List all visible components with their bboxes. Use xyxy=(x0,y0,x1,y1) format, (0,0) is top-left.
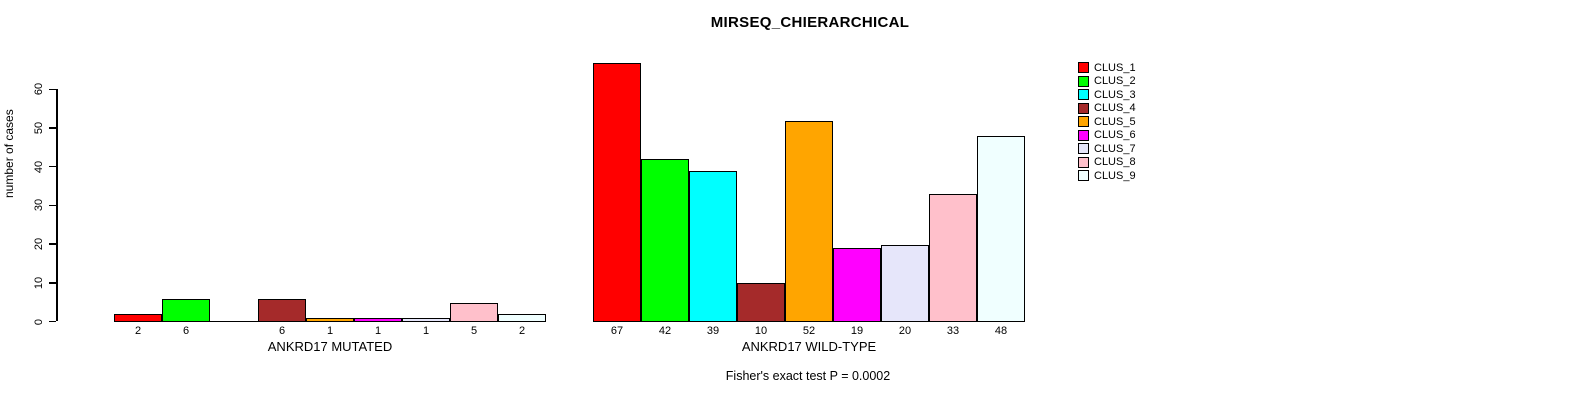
bar-clus_5 xyxy=(306,317,354,322)
legend-row: CLUS_8 xyxy=(1078,156,1136,170)
y-tick xyxy=(49,320,56,323)
legend-swatch xyxy=(1078,156,1089,168)
bar-value-label: 42 xyxy=(658,325,672,337)
legend-swatch xyxy=(1078,116,1089,128)
legend-swatch xyxy=(1078,62,1089,74)
bar-value-label: 10 xyxy=(754,325,768,337)
y-axis-line xyxy=(56,89,58,322)
legend-label: CLUS_2 xyxy=(1094,75,1136,88)
y-tick-label: 20 xyxy=(33,237,45,251)
legend-swatch xyxy=(1078,170,1089,182)
legend-label: CLUS_3 xyxy=(1094,88,1136,101)
legend-swatch xyxy=(1078,143,1089,155)
y-tick xyxy=(49,243,56,245)
legend-row: CLUS_6 xyxy=(1078,129,1136,143)
bar-clus_9 xyxy=(977,135,1025,322)
bar-value-label: 52 xyxy=(802,325,816,337)
bar-clus_7 xyxy=(881,244,929,322)
y-tick xyxy=(49,282,56,284)
legend-swatch xyxy=(1078,75,1089,87)
bar-value-label: 6 xyxy=(278,325,286,337)
y-tick xyxy=(49,127,56,129)
legend-row: CLUS_7 xyxy=(1078,142,1136,156)
legend-row: CLUS_3 xyxy=(1078,88,1136,102)
bar-value-label: 6 xyxy=(182,325,190,337)
bar-value-label: 1 xyxy=(326,325,334,337)
bar-value-label: 2 xyxy=(134,325,142,337)
y-tick xyxy=(49,204,56,207)
bar-clus_6 xyxy=(833,247,881,322)
bar-clus_4 xyxy=(737,282,785,322)
bar-value-label: 20 xyxy=(898,325,912,337)
bar-value-label: 2 xyxy=(518,325,526,337)
bar-clus_6 xyxy=(354,317,402,322)
group-axis-label: ANKRD17 WILD-TYPE xyxy=(741,339,877,354)
y-axis-label: number of cases xyxy=(2,109,16,198)
bar-value-label: 48 xyxy=(994,325,1008,337)
bar-clus_5 xyxy=(785,120,833,322)
bar-value-label: 1 xyxy=(374,325,382,337)
bar-clus_1 xyxy=(114,313,162,322)
legend-label: CLUS_6 xyxy=(1094,129,1136,142)
y-tick-label: 50 xyxy=(33,121,45,135)
legend: CLUS_1 CLUS_2 CLUS_3 CLUS_4 CLUS_5 CLUS_6 CLUS… xyxy=(1078,61,1136,183)
legend-row: CLUS_2 xyxy=(1078,75,1136,89)
bar-value-label: 1 xyxy=(422,325,430,337)
group-axis-label: ANKRD17 MUTATED xyxy=(267,339,393,354)
bar-value-label: 5 xyxy=(470,325,478,337)
bar-clus_8 xyxy=(929,193,977,322)
legend-swatch xyxy=(1078,89,1089,101)
bar-clus_8 xyxy=(450,302,498,322)
legend-row: CLUS_4 xyxy=(1078,102,1136,116)
bar-clus_3 xyxy=(689,170,737,322)
legend-row: CLUS_5 xyxy=(1078,115,1136,129)
bar-clus_9 xyxy=(498,313,546,322)
legend-row: CLUS_1 xyxy=(1078,61,1136,75)
legend-label: CLUS_5 xyxy=(1094,115,1136,128)
legend-label: CLUS_4 xyxy=(1094,102,1136,115)
bar-value-label: 67 xyxy=(610,325,624,337)
bar-clus_4 xyxy=(258,298,306,322)
legend-label: CLUS_8 xyxy=(1094,156,1136,169)
y-tick-label: 10 xyxy=(33,276,45,289)
bar-value-label: 33 xyxy=(946,325,960,337)
y-tick-label: 30 xyxy=(33,199,45,212)
y-tick xyxy=(49,165,56,168)
group-baseline xyxy=(114,320,546,323)
y-tick-label: 40 xyxy=(33,160,45,173)
bar-value-label: 39 xyxy=(706,325,720,337)
group-baseline xyxy=(593,320,1025,323)
bar-clus_1 xyxy=(593,62,641,322)
legend-row: CLUS_9 xyxy=(1078,169,1136,183)
y-tick-label: 60 xyxy=(33,83,45,96)
legend-label: CLUS_1 xyxy=(1094,61,1136,74)
y-tick-label: 0 xyxy=(33,318,45,325)
legend-label: CLUS_9 xyxy=(1094,169,1136,182)
legend-swatch xyxy=(1078,102,1089,114)
bar-value-label: 19 xyxy=(850,325,864,337)
fisher-test-annotation: Fisher's exact test P = 0.0002 xyxy=(725,369,891,383)
legend-label: CLUS_7 xyxy=(1094,142,1136,155)
legend-swatch xyxy=(1078,129,1089,141)
bar-clus_2 xyxy=(162,298,210,322)
chart-title: MIRSEQ_CHIERARCHICAL xyxy=(710,14,910,31)
bar-clus_2 xyxy=(641,158,689,322)
bar-clus_7 xyxy=(402,317,450,322)
y-tick xyxy=(49,88,56,91)
